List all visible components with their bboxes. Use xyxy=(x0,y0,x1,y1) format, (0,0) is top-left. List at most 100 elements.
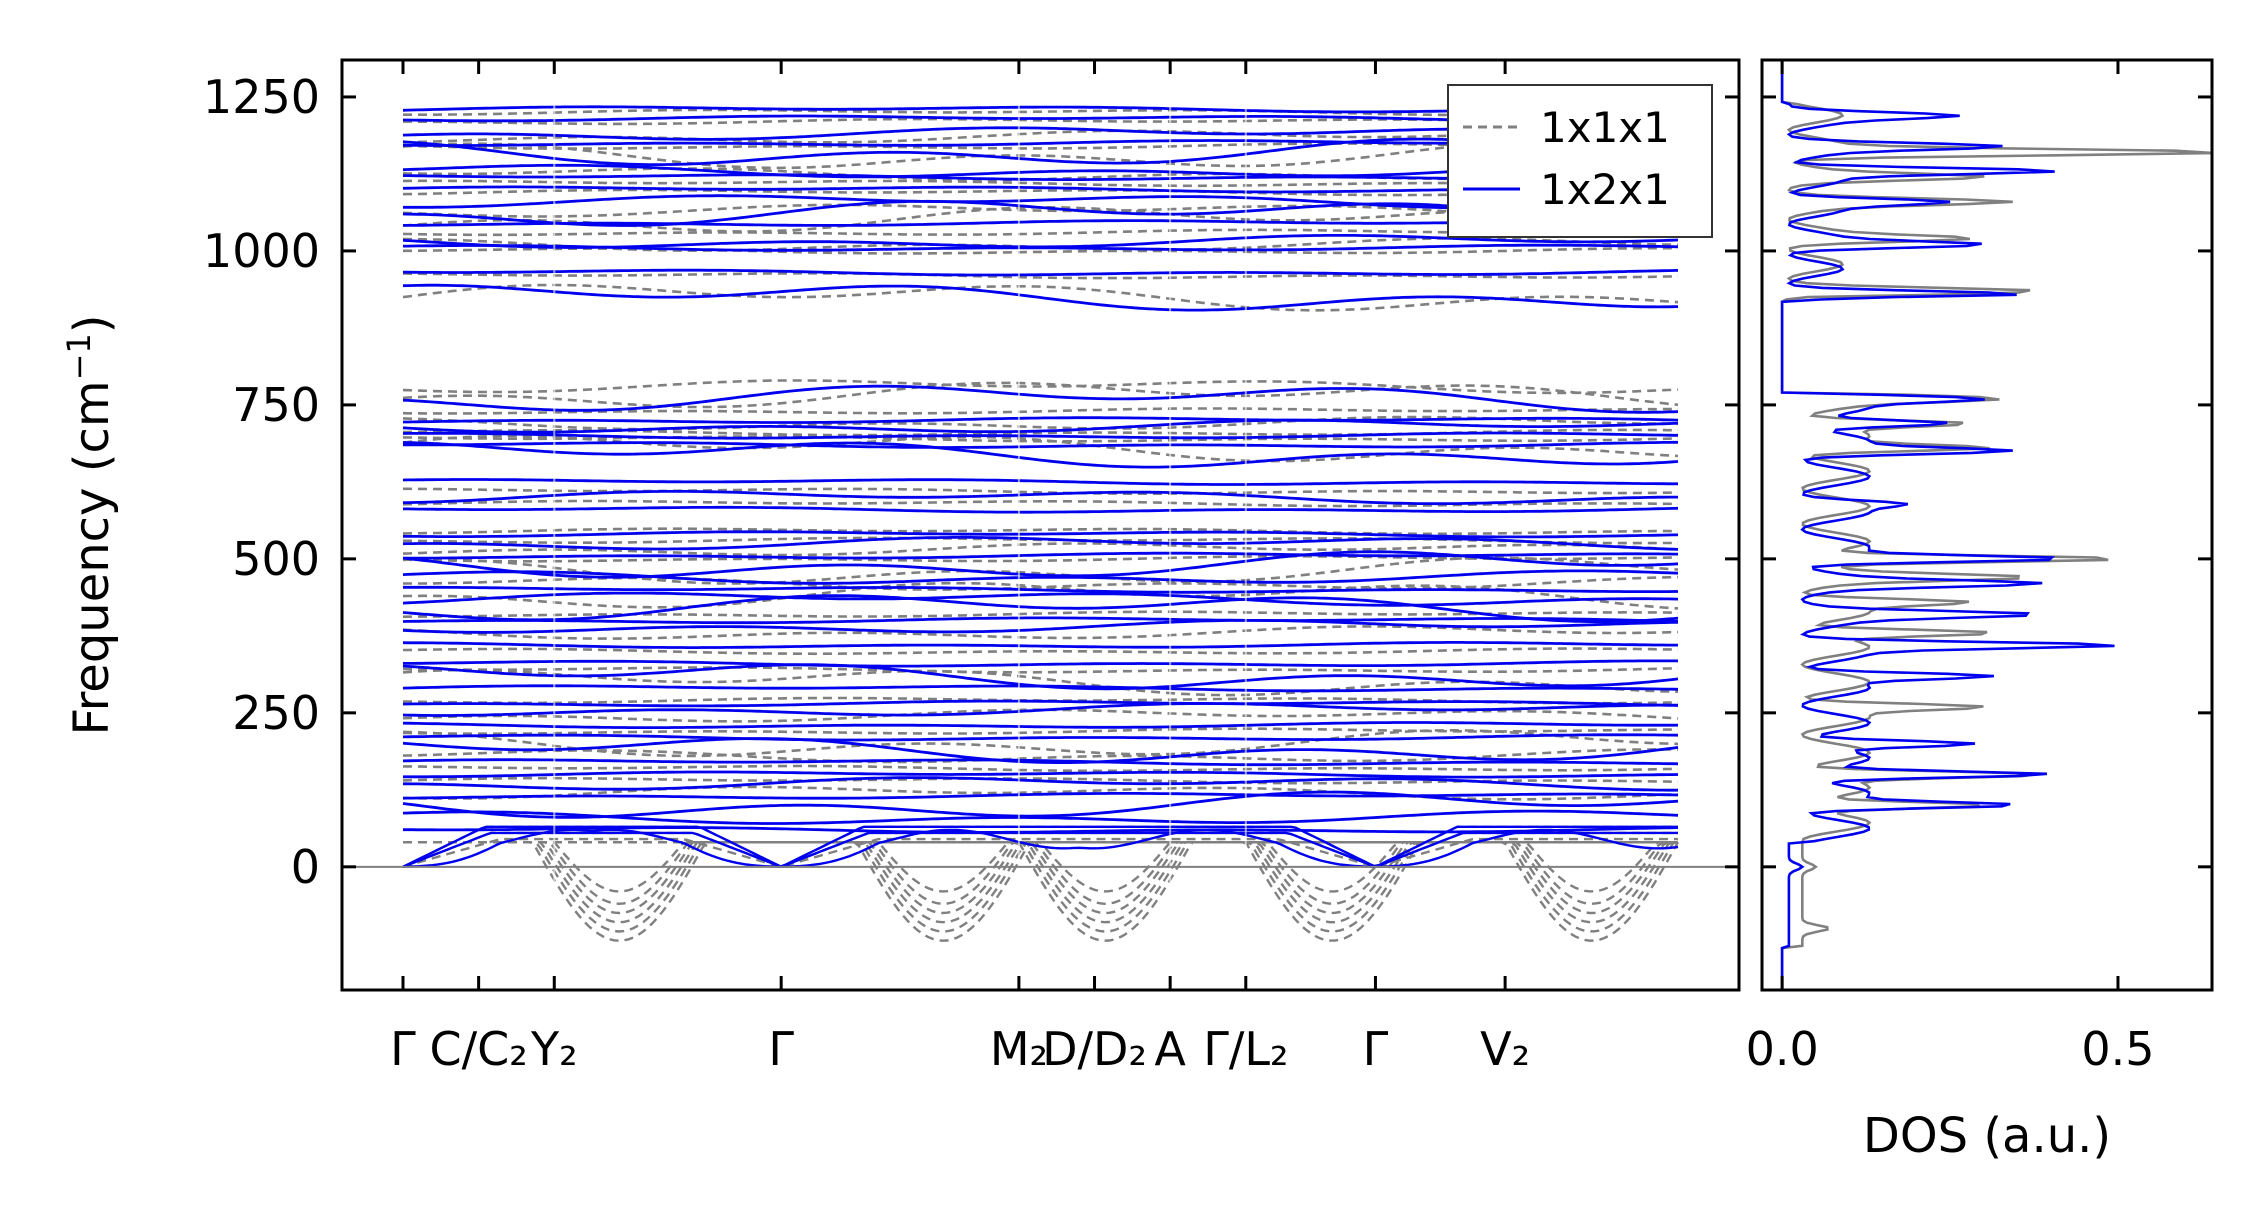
band-1x2x1-optical-23 xyxy=(403,505,1679,514)
band-1x2x1-optical-21 xyxy=(402,490,1678,506)
band-1x2x1-acoustic-2 xyxy=(402,825,1678,868)
band-1x1x1-optical-14 xyxy=(403,108,1678,117)
dos-xtick-label-0: 0.0 xyxy=(1746,1022,1819,1076)
band-structure-panel: 0 250 500 750 1000 1250 Γ C/C₂ Y₂ Γ M₂D/D₂ A Γ/L₂ Γ V₂… xyxy=(60,58,1741,1076)
band-1x1x1-dip-2-1 xyxy=(403,841,1678,915)
band-1x1x1-optical-41 xyxy=(403,727,1678,735)
band-1x1x1-optical-37 xyxy=(402,776,1678,785)
band-1x1x1-optical-35 xyxy=(402,581,1679,610)
band-1x2x1-optical-46 xyxy=(402,733,1679,742)
legend-label-1x2x1: 1x2x1 xyxy=(1540,165,1670,214)
band-1x1x1-optical-27 xyxy=(402,542,1679,557)
band-1x1x1-optical-8 xyxy=(403,179,1678,188)
band-labels: 0 250 500 750 1000 1250 Γ C/C₂ Y₂ Γ M₂D/D₂ A Γ/L₂ Γ V₂ xyxy=(203,70,1530,1076)
kpoint-label-9: V₂ xyxy=(1480,1022,1530,1076)
band-1x2x1-optical-20 xyxy=(402,384,1679,414)
band-1x1x1-optical-0 xyxy=(402,283,1679,312)
band-1x2x1-optical-26 xyxy=(403,551,1678,560)
band-1x1x1-dip-5-4 xyxy=(403,841,1680,942)
band-1x2x1-acoustic-0 xyxy=(402,828,1679,869)
dos-ticks xyxy=(1762,60,2212,990)
band-1x1x1-optical-1 xyxy=(402,272,1679,280)
band-1x2x1-optical-1 xyxy=(403,268,1679,277)
band-1x1x1-optical-7 xyxy=(402,188,1679,197)
band-lines xyxy=(402,60,1680,990)
kpoint-label-7: Γ/L₂ xyxy=(1203,1022,1288,1076)
kpoint-label-6: A xyxy=(1154,1022,1186,1076)
band-1x2x1-optical-44 xyxy=(402,758,1679,767)
band-1x1x1-optical-40 xyxy=(402,729,1679,758)
band-1x2x1-acoustic-1 xyxy=(402,831,1678,868)
dos-line-1x2x1 xyxy=(1780,60,2115,990)
band-1x1x1-dip-4-1 xyxy=(403,841,1678,933)
ytick-label-4: 1000 xyxy=(203,224,320,278)
band-1x1x1-optical-4 xyxy=(402,228,1678,237)
band-1x1x1-dip-2-0 xyxy=(403,841,1678,915)
band-1x2x1-optical-40 xyxy=(402,790,1679,819)
dos-plot-frame xyxy=(1760,58,2214,992)
band-1x2x1-optical-0 xyxy=(402,283,1679,312)
band-1x1x1-optical-18 xyxy=(402,415,1678,431)
band-1x1x1-optical-33 xyxy=(402,625,1679,640)
band-1x1x1-dip-2-3 xyxy=(403,841,1678,915)
ytick-label-0: 0 xyxy=(291,840,320,894)
band-1x1x1-optical-21 xyxy=(402,379,1679,395)
band-1x2x1-optical-34 xyxy=(402,616,1679,625)
band-1x2x1-optical-33 xyxy=(402,619,1679,634)
band-1x2x1-optical-24 xyxy=(402,569,1679,585)
band-1x1x1-dip-2-4 xyxy=(403,841,1678,915)
dos-labels: 0.0 0.5 xyxy=(1746,1022,2155,1076)
band-1x1x1-optical-16 xyxy=(402,435,1679,443)
band-1x1x1-dip-4-4 xyxy=(403,841,1679,933)
band-1x1x1-optical-30 xyxy=(402,668,1679,697)
band-1x1x1-optical-13 xyxy=(403,117,1678,126)
band-1x2x1-optical-16 xyxy=(403,440,1678,449)
kpoint-label-2: Y₂ xyxy=(530,1022,578,1076)
band-1x2x1-optical-15 xyxy=(402,441,1679,469)
band-1x2x1-optical-3 xyxy=(402,234,1679,249)
band-1x1x1-optical-36 xyxy=(402,785,1679,801)
band-1x1x1-acoustic-0 xyxy=(402,837,1678,868)
legend-box xyxy=(1447,84,1713,238)
ytick-label-5: 1250 xyxy=(203,70,320,124)
band-1x1x1-dip-3-0 xyxy=(403,841,1678,924)
ytick-label-1: 250 xyxy=(232,686,320,740)
band-plot-frame xyxy=(340,58,1741,992)
dos-line-1x1x1 xyxy=(1780,60,2212,990)
band-1x2x1-optical-35 xyxy=(402,594,1679,624)
segment-break-1 xyxy=(1017,60,1020,990)
kpoint-label-0: Γ xyxy=(390,1022,416,1076)
band-1x2x1-optical-43 xyxy=(403,770,1679,779)
band-1x2x1-optical-48 xyxy=(402,702,1678,717)
segment-break-3 xyxy=(1244,60,1247,990)
dos-lines xyxy=(1780,60,2212,990)
band-1x1x1-optical-34 xyxy=(403,610,1679,618)
kpoint-label-4: M₂ xyxy=(990,1022,1048,1076)
band-1x2x1-optical-32 xyxy=(402,641,1678,649)
band-1x1x1-dip-3-2 xyxy=(403,841,1678,924)
dos-xtick-label-1: 0.5 xyxy=(2081,1022,2154,1076)
band-1x1x1-optical-31 xyxy=(402,666,1679,674)
band-1x2x1-optical-45 xyxy=(402,737,1679,764)
band-1x1x1-dip-3-1 xyxy=(403,841,1678,924)
dos-panel: 0.0 0.5 DOS (a.u.) xyxy=(1746,58,2214,1164)
band-1x2x1-optical-31 xyxy=(403,659,1678,668)
band-1x1x1-optical-20 xyxy=(402,381,1679,409)
kpoint-label-8: Γ xyxy=(1363,1022,1389,1076)
band-1x1x1-dip-3-3 xyxy=(403,841,1678,924)
y-axis-title-exponent: −1 xyxy=(60,333,98,380)
segment-break-0 xyxy=(553,60,556,990)
band-1x1x1-optical-38 xyxy=(403,764,1679,773)
legend: 1x1x1 1x2x1 xyxy=(1447,84,1713,238)
band-1x1x1-optical-6 xyxy=(402,203,1679,219)
band-1x2x1-optical-47 xyxy=(403,721,1678,729)
kpoint-label-1: C/C₂ xyxy=(430,1022,528,1076)
band-1x2x1-optical-27 xyxy=(402,536,1679,551)
band-1x1x1-optical-19 xyxy=(402,407,1678,415)
kpoint-label-5: D/D₂ xyxy=(1042,1022,1147,1076)
band-1x1x1-optical-32 xyxy=(403,647,1679,656)
band-1x2x1-optical-22 xyxy=(402,478,1678,486)
band-1x2x1-optical-30 xyxy=(402,663,1679,691)
band-1x1x1-optical-22 xyxy=(402,499,1678,508)
